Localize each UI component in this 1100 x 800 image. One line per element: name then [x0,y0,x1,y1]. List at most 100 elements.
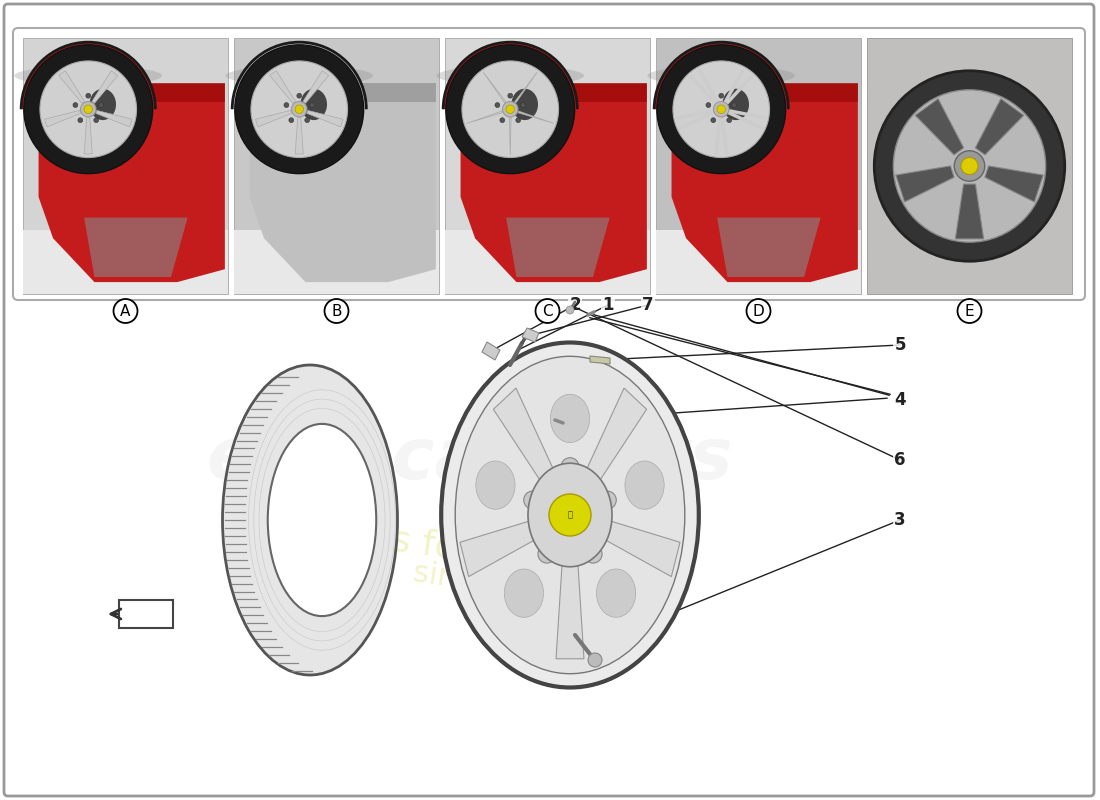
Circle shape [80,102,96,117]
Ellipse shape [89,89,116,120]
Polygon shape [461,83,647,282]
Circle shape [251,61,348,158]
Text: since 196...: since 196... [410,558,590,612]
Polygon shape [250,83,436,102]
Circle shape [297,94,301,98]
Polygon shape [581,388,647,493]
Ellipse shape [267,424,376,616]
Circle shape [893,90,1046,242]
FancyBboxPatch shape [446,230,650,294]
Circle shape [566,306,574,314]
Polygon shape [84,218,188,277]
Circle shape [292,102,307,117]
Circle shape [588,653,602,667]
Polygon shape [466,111,503,123]
Circle shape [538,545,556,563]
Ellipse shape [528,463,612,566]
Circle shape [462,61,559,158]
Ellipse shape [222,365,397,675]
Text: 5: 5 [894,336,905,354]
Polygon shape [39,83,224,102]
Circle shape [40,61,136,158]
Ellipse shape [226,66,373,86]
Polygon shape [915,98,964,155]
FancyBboxPatch shape [23,230,228,294]
Circle shape [516,118,520,122]
Polygon shape [482,342,500,360]
Polygon shape [717,218,821,277]
Ellipse shape [441,342,698,687]
Text: A: A [120,303,131,318]
Circle shape [503,102,518,117]
Polygon shape [21,42,155,110]
Ellipse shape [550,394,590,442]
Polygon shape [594,518,680,577]
Ellipse shape [437,66,584,86]
Circle shape [524,491,541,509]
Ellipse shape [625,461,664,510]
Polygon shape [270,70,296,103]
Circle shape [598,491,616,509]
Ellipse shape [544,342,595,687]
Circle shape [499,118,505,122]
Polygon shape [672,83,858,282]
Polygon shape [590,356,610,364]
FancyBboxPatch shape [867,38,1072,294]
Circle shape [584,545,602,563]
Polygon shape [443,42,578,110]
Polygon shape [85,118,92,154]
Circle shape [711,118,716,122]
Polygon shape [984,166,1043,202]
Polygon shape [44,110,80,127]
Circle shape [94,118,99,122]
Circle shape [234,45,364,174]
Circle shape [508,94,513,98]
Polygon shape [483,72,506,102]
Circle shape [955,150,984,182]
Circle shape [727,118,732,122]
Ellipse shape [476,461,515,510]
Circle shape [717,105,726,114]
FancyBboxPatch shape [13,28,1085,300]
Polygon shape [955,184,983,239]
Text: 3: 3 [894,511,905,529]
Circle shape [718,94,724,98]
Ellipse shape [512,89,538,120]
Circle shape [446,45,574,174]
Polygon shape [522,328,539,342]
Circle shape [86,94,90,98]
FancyBboxPatch shape [656,230,861,294]
Polygon shape [250,83,436,282]
Text: 4: 4 [894,391,905,409]
Polygon shape [255,110,292,127]
Text: C: C [542,303,553,318]
Circle shape [73,102,78,107]
Polygon shape [302,70,329,103]
Text: E: E [965,303,975,318]
Circle shape [706,102,711,107]
Circle shape [324,299,349,323]
Polygon shape [556,549,584,658]
Text: 7: 7 [642,296,653,314]
Polygon shape [895,166,954,202]
FancyArrowPatch shape [111,609,121,619]
Text: a parts for parts: a parts for parts [283,508,576,582]
Circle shape [78,118,82,122]
Polygon shape [58,70,85,103]
Circle shape [961,158,978,174]
Polygon shape [307,110,343,127]
Text: eurocarparts: eurocarparts [207,426,734,494]
FancyBboxPatch shape [867,38,1072,294]
Ellipse shape [723,89,749,120]
Circle shape [495,102,499,107]
Polygon shape [232,42,366,110]
Polygon shape [515,72,537,102]
Polygon shape [509,118,512,155]
Circle shape [714,102,729,117]
Circle shape [561,458,579,476]
Circle shape [874,70,1065,262]
Text: 6: 6 [894,451,905,469]
Circle shape [747,299,770,323]
Ellipse shape [455,356,685,674]
Circle shape [673,61,770,158]
